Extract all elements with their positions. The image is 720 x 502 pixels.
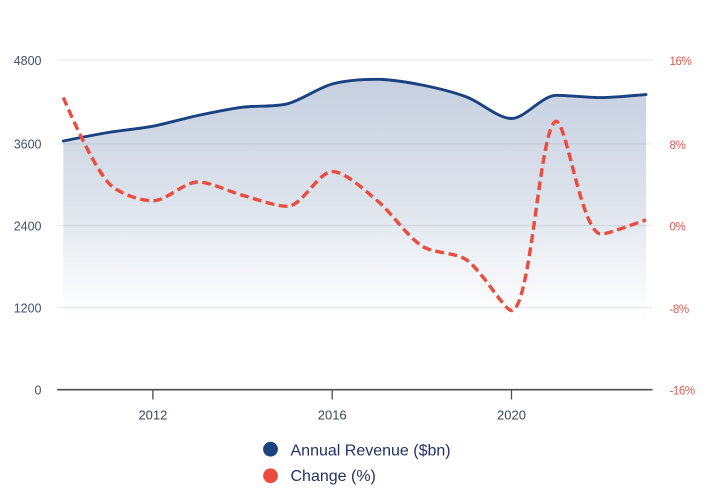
svg-text:4800: 4800	[14, 54, 42, 68]
svg-text:2020: 2020	[497, 407, 526, 422]
svg-text:1200: 1200	[14, 302, 42, 316]
svg-text:2400: 2400	[14, 219, 42, 233]
svg-text:Change (%): Change (%)	[291, 468, 376, 485]
svg-text:-8%: -8%	[670, 304, 689, 316]
svg-text:2012: 2012	[138, 407, 167, 422]
svg-text:2016: 2016	[318, 407, 347, 422]
svg-text:0: 0	[35, 384, 42, 398]
svg-text:16%: 16%	[670, 56, 692, 68]
svg-text:-16%: -16%	[670, 386, 695, 398]
svg-text:8%: 8%	[670, 140, 686, 152]
svg-text:0%: 0%	[670, 222, 686, 234]
svg-text:3600: 3600	[14, 138, 42, 152]
svg-text:Annual Revenue ($bn): Annual Revenue ($bn)	[291, 443, 451, 460]
